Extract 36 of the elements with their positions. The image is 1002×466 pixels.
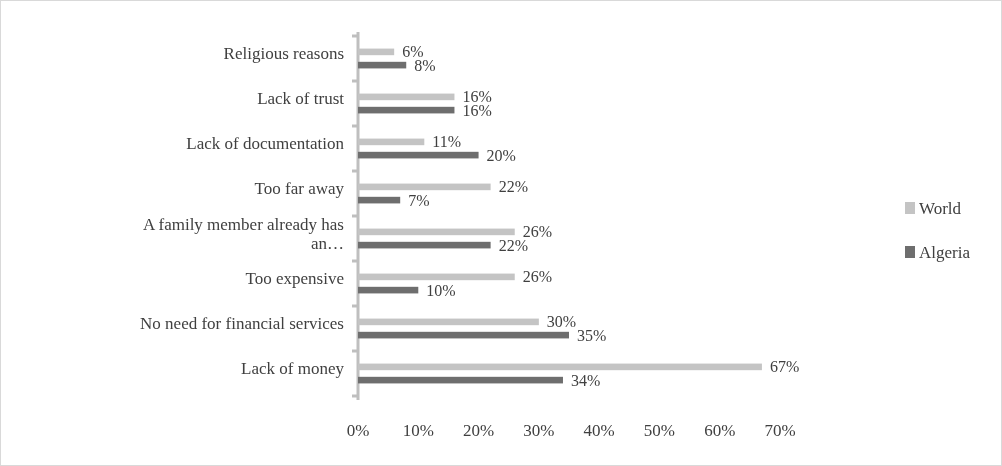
data-label: 35% xyxy=(577,326,607,344)
y-tick-label: Lack of money xyxy=(241,358,345,378)
legend-label: Algeria xyxy=(919,242,971,262)
y-tick-label: A family member already has an… xyxy=(142,214,344,253)
x-tick-label: 30% xyxy=(523,421,555,440)
x-tick-label: 70% xyxy=(764,421,796,440)
data-label: 7% xyxy=(408,191,430,209)
y-tick-label: No need for financial services xyxy=(140,313,344,333)
x-tick-label: 0% xyxy=(346,421,370,440)
data-label: 20% xyxy=(486,146,516,164)
y-tick-label: Religious reasons xyxy=(223,43,344,63)
x-tick-label: 40% xyxy=(583,421,615,440)
bar xyxy=(358,331,569,339)
x-tick-label: 60% xyxy=(704,421,736,440)
y-tick-label: Too far away xyxy=(254,178,345,198)
bar xyxy=(358,106,455,114)
data-label: 34% xyxy=(570,371,601,389)
data-label: 30% xyxy=(546,313,577,331)
x-tick-label: 20% xyxy=(462,421,495,440)
legend-label: World xyxy=(919,198,962,218)
data-label: 11% xyxy=(432,133,462,151)
y-tick-label: Too expensive xyxy=(245,268,344,288)
bar xyxy=(358,196,401,204)
bar xyxy=(358,151,479,159)
bar xyxy=(358,61,407,69)
y-tick-label: Lack of documentation xyxy=(186,133,345,153)
bar xyxy=(358,286,419,294)
x-tick-label: 10% xyxy=(402,421,434,440)
data-label: 10% xyxy=(426,281,456,299)
data-label: 26% xyxy=(522,268,553,286)
data-label: 67% xyxy=(769,358,800,376)
y-tick-label: Lack of trust xyxy=(257,88,345,108)
bar xyxy=(358,376,563,384)
data-label: 22% xyxy=(498,178,528,196)
x-tick-label: 50% xyxy=(643,421,676,440)
bar xyxy=(358,241,491,249)
